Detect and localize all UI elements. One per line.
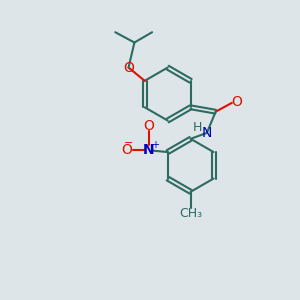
Text: O: O — [121, 143, 132, 157]
Text: O: O — [123, 61, 134, 75]
Text: N: N — [143, 143, 154, 157]
Text: O: O — [143, 119, 154, 133]
Text: H: H — [193, 121, 202, 134]
Text: +: + — [151, 140, 159, 150]
Text: −: − — [124, 138, 133, 148]
Text: CH₃: CH₃ — [179, 207, 202, 220]
Text: N: N — [202, 126, 212, 140]
Text: O: O — [232, 95, 243, 109]
